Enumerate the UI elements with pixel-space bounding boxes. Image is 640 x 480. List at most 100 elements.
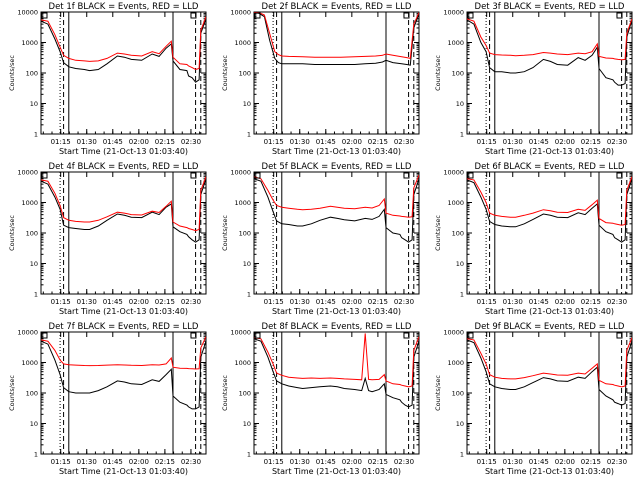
events-series-line [41, 178, 206, 243]
x-tick-label: 01:30 [503, 138, 523, 146]
events-series-line [41, 340, 206, 410]
panel-title: Det 6f BLACK = Events, RED = LLD [475, 162, 625, 172]
y-axis-label: Counts/sec [221, 215, 229, 251]
x-tick-label: 01:15 [264, 458, 284, 466]
x-tick-label: 02:30 [394, 298, 414, 306]
y-tick-label: 1 [247, 131, 251, 139]
y-tick-label: 10000 [230, 169, 251, 177]
x-tick-label: 01:30 [77, 458, 97, 466]
chart-panel-3: Det 3f BLACK = Events, RED = LLD 1 10 100 10… [434, 2, 633, 156]
x-tick-label: 01:45 [529, 458, 549, 466]
x-tick-label: 02:30 [181, 458, 201, 466]
y-tick-label: 1000 [21, 199, 38, 207]
y-tick-label: 100 [452, 70, 464, 78]
x-tick-label: 02:15 [155, 298, 175, 306]
x-tick-label: 01:30 [290, 138, 310, 146]
corner-marker [254, 332, 261, 339]
y-tick-label: 10000 [17, 9, 38, 17]
plot-frame [40, 171, 207, 295]
corner-marker [467, 172, 474, 179]
x-tick-label: 02:00 [342, 298, 362, 306]
y-tick-label: 10 [243, 260, 251, 268]
x-tick-label: 01:45 [103, 458, 123, 466]
x-tick-label: 02:00 [555, 138, 575, 146]
x-tick-label: 01:45 [103, 298, 123, 306]
corner-marker [467, 12, 474, 19]
corner-marker [616, 332, 623, 339]
x-axis-label: Start Time (21-Oct-13 01:03:40) [485, 467, 614, 476]
y-axis-label: Counts/sec [434, 375, 442, 411]
x-axis-label: Start Time (21-Oct-13 01:03:40) [59, 467, 188, 476]
x-tick-label: 01:45 [316, 458, 336, 466]
panel-title: Det 2f BLACK = Events, RED = LLD [262, 2, 412, 12]
y-tick-label: 100 [239, 70, 251, 78]
corner-marker [41, 12, 48, 19]
y-tick-label: 1 [34, 451, 38, 459]
plot-frame [40, 331, 207, 455]
corner-marker [190, 172, 197, 179]
x-tick-label: 02:15 [368, 138, 388, 146]
y-tick-label: 10 [243, 420, 251, 428]
y-tick-label: 1000 [234, 199, 251, 207]
y-tick-label: 100 [26, 230, 38, 238]
y-tick-label: 100 [452, 390, 464, 398]
x-tick-label: 02:15 [581, 458, 601, 466]
x-tick-label: 01:30 [77, 138, 97, 146]
lld-series-line [254, 333, 419, 388]
lld-series-line [467, 337, 632, 388]
x-tick-label: 02:15 [368, 458, 388, 466]
x-tick-label: 02:00 [555, 298, 575, 306]
y-axis-label: Counts/sec [8, 215, 16, 251]
x-tick-label: 02:00 [342, 138, 362, 146]
plot-frame [40, 11, 207, 135]
y-tick-label: 10 [30, 100, 38, 108]
plot-frame [253, 331, 420, 455]
y-tick-label: 1 [247, 291, 251, 299]
x-tick-label: 02:00 [342, 458, 362, 466]
x-tick-label: 02:30 [181, 138, 201, 146]
x-axis-label: Start Time (21-Oct-13 01:03:40) [59, 147, 188, 156]
chart-panel-1: Det 1f BLACK = Events, RED = LLD 1 10 100 10… [8, 2, 207, 156]
corner-marker [190, 12, 197, 19]
corner-marker [467, 332, 474, 339]
corner-marker [41, 172, 48, 179]
x-tick-label: 01:15 [51, 138, 71, 146]
lld-series-line [254, 12, 419, 60]
x-tick-label: 02:15 [581, 138, 601, 146]
y-tick-label: 1 [460, 291, 464, 299]
y-tick-label: 10000 [443, 9, 464, 17]
chart-panel-5: Det 5f BLACK = Events, RED = LLD 1 10 100 10… [221, 162, 420, 316]
x-tick-label: 02:00 [129, 458, 149, 466]
x-tick-label: 01:15 [264, 298, 284, 306]
y-tick-label: 100 [239, 390, 251, 398]
y-tick-label: 10000 [17, 169, 38, 177]
plot-frame [466, 331, 633, 455]
panel-title: Det 8f BLACK = Events, RED = LLD [262, 322, 412, 332]
y-tick-label: 10 [456, 100, 464, 108]
y-tick-label: 1 [247, 451, 251, 459]
corner-marker [403, 172, 410, 179]
corner-marker [403, 12, 410, 19]
y-tick-label: 10 [456, 420, 464, 428]
y-axis-label: Counts/sec [8, 55, 16, 91]
y-tick-label: 10 [243, 100, 251, 108]
y-tick-label: 1 [34, 131, 38, 139]
chart-panel-7: Det 7f BLACK = Events, RED = LLD 1 10 100 10… [8, 322, 207, 476]
lld-series-line [41, 336, 206, 370]
lld-series-line [41, 176, 206, 232]
events-series-line [254, 12, 419, 66]
events-series-line [467, 339, 632, 406]
lld-series-line [254, 174, 419, 218]
x-tick-label: 02:15 [155, 458, 175, 466]
y-axis-label: Counts/sec [434, 55, 442, 91]
y-tick-label: 100 [26, 70, 38, 78]
x-tick-label: 01:15 [264, 138, 284, 146]
y-tick-label: 1000 [447, 359, 464, 367]
x-tick-label: 02:15 [368, 298, 388, 306]
panel-title: Det 3f BLACK = Events, RED = LLD [475, 2, 625, 12]
lld-series-line [467, 18, 632, 61]
x-tick-label: 01:30 [290, 458, 310, 466]
y-tick-label: 10 [30, 260, 38, 268]
x-tick-label: 01:30 [290, 298, 310, 306]
